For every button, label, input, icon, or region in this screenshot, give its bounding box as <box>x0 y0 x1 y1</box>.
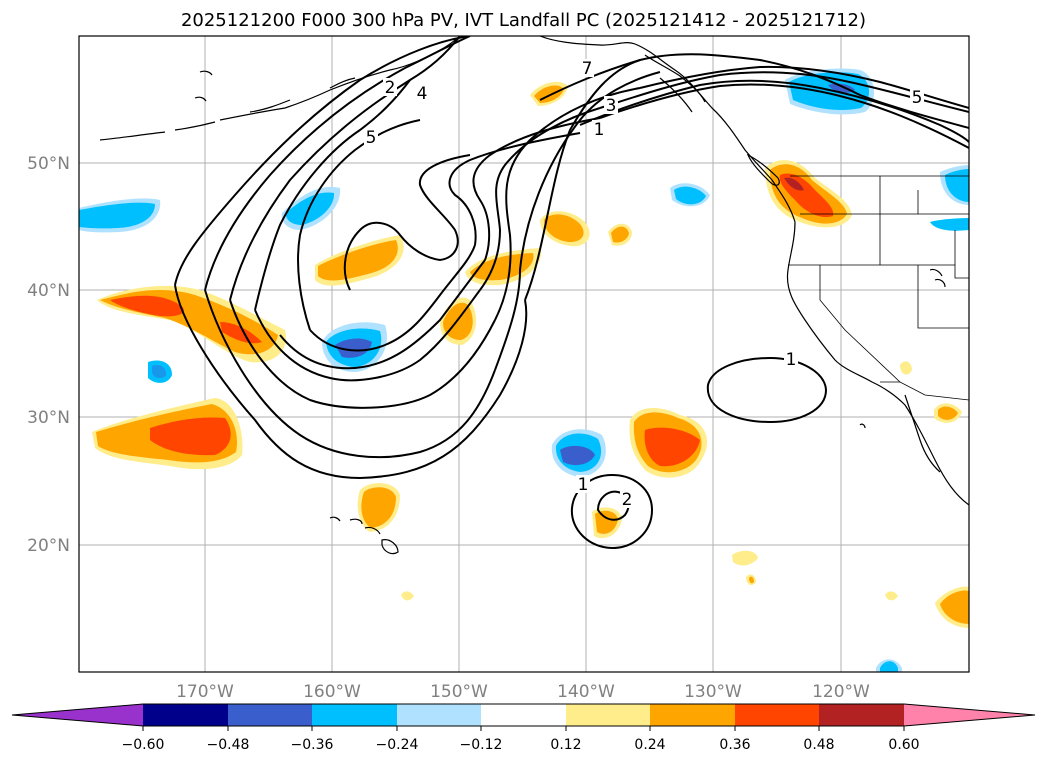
colorbar-bin-7 <box>650 704 735 726</box>
colorbar-bin-4 <box>397 704 481 726</box>
contour-label-2-south: 2 <box>622 490 633 510</box>
colorbar-bin-2 <box>228 704 312 726</box>
pv-contours <box>174 36 969 550</box>
lat-label-30n: 30°N <box>27 408 70 428</box>
coastlines <box>99 36 969 555</box>
lon-label-120w: 120°W <box>812 682 870 702</box>
lon-label-140w: 140°W <box>557 682 615 702</box>
contour-label-5-west: 5 <box>366 128 377 148</box>
colorbar-tick-10: 0.60 <box>888 737 919 753</box>
colorbar-tick-6: 0.12 <box>550 737 581 753</box>
contour-outer <box>174 36 471 286</box>
colorbar-bin-1 <box>143 704 228 726</box>
contour-5 <box>254 79 411 311</box>
contour-label-4: 4 <box>417 84 428 104</box>
longitude-labels: 170°W 160°W 150°W 140°W 130°W 120°W <box>176 682 870 702</box>
political-borders <box>788 175 969 401</box>
colorbar-tick-8: 0.36 <box>719 737 750 753</box>
colorbar-bin-6 <box>566 704 650 726</box>
lon-label-170w: 170°W <box>176 682 234 702</box>
contour-label-1-north: 1 <box>594 120 605 140</box>
colorbar-extend-high <box>904 704 1035 726</box>
lat-label-40n: 40°N <box>27 281 70 301</box>
colorbar-extend-low <box>12 704 143 726</box>
contour-1-eastern-loop <box>706 356 828 424</box>
contour-label-3: 3 <box>606 96 617 116</box>
lat-label-20n: 20°N <box>27 536 70 556</box>
contour-label-5-east: 5 <box>912 88 923 108</box>
contour-label-2-north: 2 <box>385 78 396 98</box>
colorbar-bin-5 <box>481 704 566 726</box>
colorbar-bin-9 <box>819 704 904 726</box>
colorbar-tick-4: −0.24 <box>376 737 419 753</box>
map-frame <box>78 35 970 673</box>
chart-title: 2025121200 F000 300 hPa PV, IVT Landfall… <box>180 10 867 31</box>
contour-4 <box>229 36 461 301</box>
colorbar-tick-3: −0.36 <box>291 737 334 753</box>
contour-labels: 2 4 5 7 3 1 5 1 1 2 <box>364 59 924 510</box>
shaded-anomalies <box>79 68 969 672</box>
colorbar-tick-1: −0.60 <box>122 737 165 753</box>
colorbar-tick-9: 0.48 <box>803 737 834 753</box>
blob-west-28n <box>92 398 243 470</box>
colorbar-tick-2: −0.48 <box>207 737 250 753</box>
map-background <box>79 36 969 672</box>
gridlines <box>79 36 969 672</box>
latitude-labels: 50°N 40°N 30°N 20°N <box>27 154 70 556</box>
lat-label-50n: 50°N <box>27 154 70 174</box>
lon-label-130w: 130°W <box>684 682 742 702</box>
colorbar-bin-8 <box>735 704 819 726</box>
colorbar-tick-5: −0.12 <box>460 737 503 753</box>
contour-label-7: 7 <box>582 59 593 79</box>
contour-1-southern-loop <box>570 473 654 550</box>
colorbar-bin-3 <box>312 704 397 726</box>
lon-label-150w: 150°W <box>430 682 488 702</box>
colorbar: −0.60 −0.48 −0.36 −0.24 −0.12 0.12 0.24 … <box>11 703 1036 753</box>
contour-label-1-south: 1 <box>578 475 589 495</box>
lon-label-160w: 160°W <box>303 682 361 702</box>
contour-label-1-east: 1 <box>786 350 797 370</box>
contour-2 <box>204 36 471 291</box>
colorbar-tick-7: 0.24 <box>634 737 665 753</box>
blob-west-40n <box>97 285 286 363</box>
